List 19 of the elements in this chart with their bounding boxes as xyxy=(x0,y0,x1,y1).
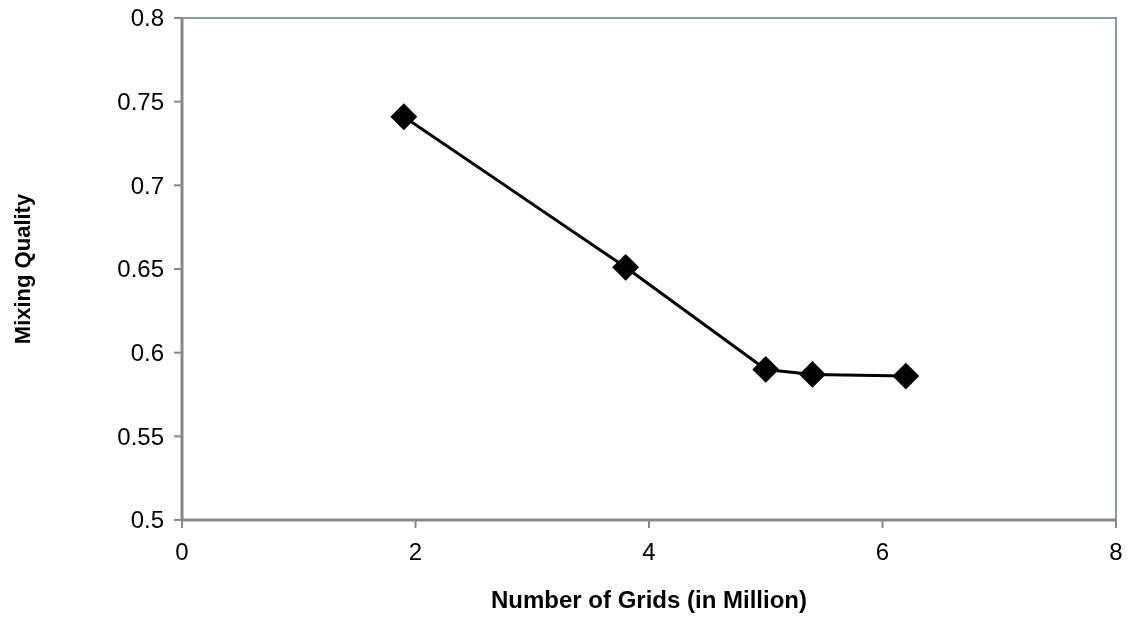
y-tick-label: 0.75 xyxy=(117,88,164,116)
x-tick-label: 4 xyxy=(642,538,656,565)
point xyxy=(612,253,640,281)
y-tick-label: 0.8 xyxy=(130,4,164,32)
y-tick-label: 0.7 xyxy=(130,171,164,199)
x-tick-label: 2 xyxy=(408,538,423,565)
point xyxy=(390,103,418,131)
point xyxy=(892,362,920,390)
y-tick-label: 0.55 xyxy=(117,422,164,450)
point xyxy=(752,355,780,383)
x-tick-label: 6 xyxy=(875,538,890,565)
x-axis-title: Number of Grids (in Million) xyxy=(491,586,807,613)
y-tick-label: 0.5 xyxy=(130,506,164,534)
y-axis-title: Mixing Quality xyxy=(10,193,35,345)
point xyxy=(799,360,826,388)
y-tick-label: 0.6 xyxy=(130,339,164,367)
x-tick-label: 0 xyxy=(175,538,189,565)
x-tick-label: 8 xyxy=(1109,538,1123,565)
y-tick-label: 0.65 xyxy=(117,255,164,283)
